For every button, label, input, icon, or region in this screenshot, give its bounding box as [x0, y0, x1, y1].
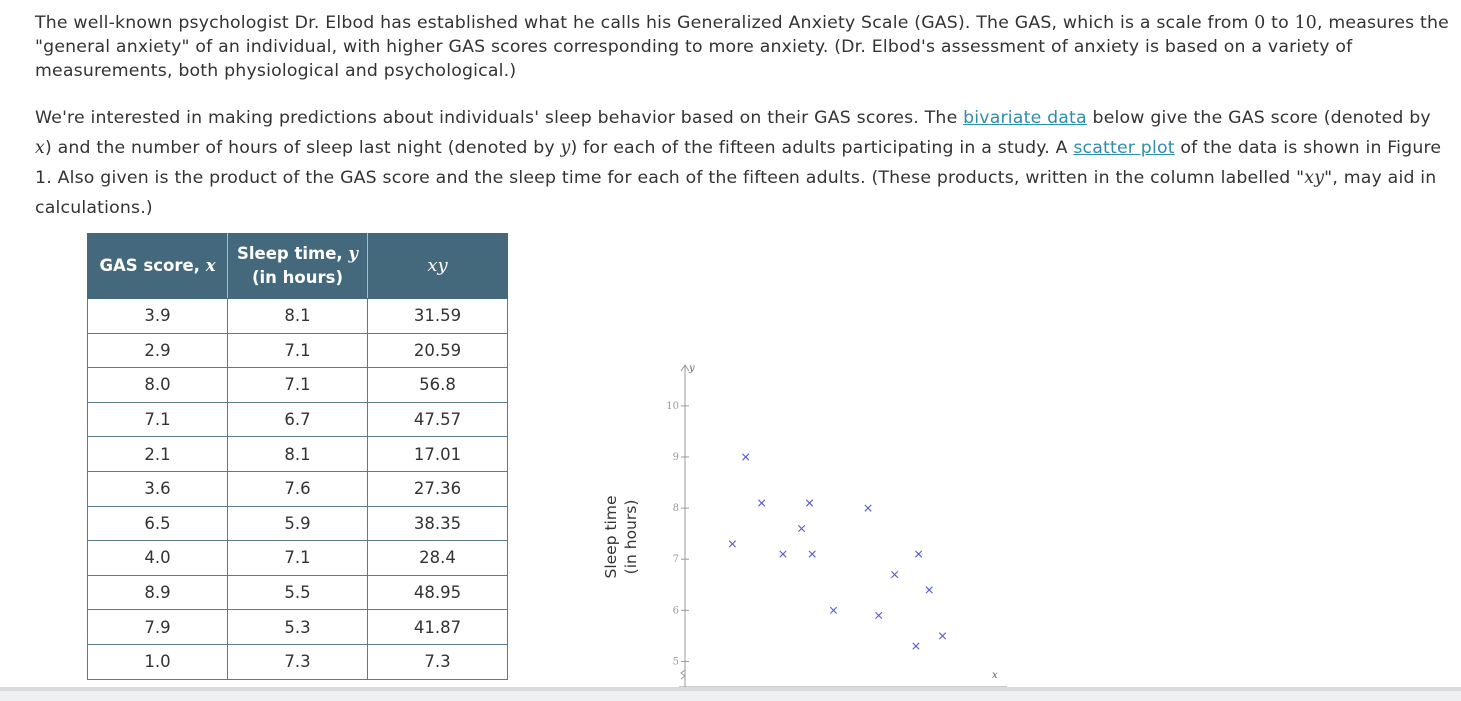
y-tick-label: 8 [673, 503, 679, 514]
cell-sleep-time: 6.7 [227, 401, 368, 438]
scale-min: 0 [1254, 13, 1266, 33]
header-sleep-time: Sleep time, y (in hours) [227, 233, 368, 299]
cell-xy: 27.36 [367, 470, 508, 507]
cell-gas-score: 7.1 [87, 401, 228, 438]
axes: y x 5 6 7 8 9 10 [666, 363, 1008, 691]
y-axis-arrow [680, 364, 690, 372]
scatter-plot: Sleep time (in hours) y x 5 6 7 8 9 10 [602, 363, 1008, 691]
para2-text-6: ", may aid in calculations.) [35, 168, 1437, 218]
cell-gas-score: 8.0 [87, 367, 228, 403]
cell-xy: 56.8 [367, 367, 508, 403]
x-axis-var: x [992, 670, 998, 681]
table-row: 7.1 6.7 47.57 [87, 401, 508, 438]
cell-xy: 41.87 [367, 609, 508, 645]
scale-max: 10 [1294, 13, 1317, 33]
cell-xy: 7.3 [367, 643, 508, 680]
para2-text-2: below give the GAS score (denoted by [1086, 108, 1431, 128]
data-point-marker [912, 642, 920, 650]
cell-sleep-time: 7.1 [227, 332, 368, 369]
cell-gas-score: 6.5 [87, 505, 228, 542]
horizontal-scrollbar[interactable] [0, 687, 1461, 701]
cell-gas-score: 3.9 [87, 298, 228, 334]
cell-gas-score: 2.9 [87, 332, 228, 369]
cell-gas-score: 8.9 [87, 574, 228, 611]
y-tick-label: 9 [673, 452, 679, 463]
data-point-marker [915, 550, 923, 558]
table-row: 4.0 7.1 28.4 [87, 540, 508, 576]
data-point-marker [805, 499, 814, 507]
data-point-marker [797, 524, 806, 533]
para2-text-1: We're interested in making predictions a… [35, 108, 964, 128]
cell-sleep-time: 7.6 [227, 470, 368, 507]
cell-sleep-time: 5.5 [227, 574, 368, 611]
cell-gas-score: 4.0 [87, 540, 228, 576]
cell-gas-score: 7.9 [87, 609, 228, 645]
cell-gas-score: 1.0 [87, 643, 228, 680]
y-axis-var: y [688, 363, 695, 374]
y-tick-label: 5 [673, 656, 679, 667]
table-header-row: GAS score, x Sleep time, y (in hours) xy [87, 233, 508, 299]
intro-text-3: , measures the "general anxiety" of an i… [35, 13, 1450, 81]
cell-xy: 20.59 [367, 332, 508, 369]
header-gas-score: GAS score, x [87, 233, 228, 299]
header-xy: xy [367, 233, 508, 299]
y-tick-label: 7 [673, 554, 679, 565]
data-table: GAS score, x Sleep time, y (in hours) xy … [87, 233, 508, 680]
data-point-marker [891, 570, 899, 579]
svg-text:(in hours): (in hours) [622, 500, 640, 575]
cell-gas-score: 2.1 [87, 436, 228, 472]
y-tick-label: 10 [666, 401, 679, 412]
cell-xy: 28.4 [367, 540, 508, 576]
data-description-paragraph: We're interested in making predictions a… [35, 103, 1450, 223]
table-row: 2.1 8.1 17.01 [87, 436, 508, 472]
data-points [728, 453, 947, 650]
cell-sleep-time: 5.3 [227, 609, 368, 645]
cell-sleep-time: 7.3 [227, 643, 368, 680]
cell-xy: 38.35 [367, 505, 508, 542]
y-axis-label: Sleep time (in hours) [602, 495, 640, 578]
intro-text-2: to [1265, 13, 1295, 33]
cell-sleep-time: 7.1 [227, 367, 368, 403]
table-row: 1.0 7.3 7.3 [87, 643, 508, 680]
axis-break-mark [680, 669, 686, 680]
intro-paragraph: The well-known psychologist Dr. Elbod ha… [35, 11, 1450, 83]
para2-text-3: ) and the number of hours of sleep last … [44, 138, 561, 158]
data-point-marker [808, 550, 816, 558]
data-point-marker [864, 504, 872, 512]
cell-sleep-time: 7.1 [227, 540, 368, 576]
table-row: 8.0 7.1 56.8 [87, 367, 508, 403]
cell-sleep-time: 8.1 [227, 436, 368, 472]
cell-xy: 17.01 [367, 436, 508, 472]
cell-gas-score: 3.6 [87, 470, 228, 507]
table-row: 3.9 8.1 31.59 [87, 298, 508, 334]
data-point-marker [779, 550, 787, 558]
table-row: 8.9 5.5 48.95 [87, 574, 508, 611]
table-row: 7.9 5.3 41.87 [87, 609, 508, 645]
table-row: 3.6 7.6 27.36 [87, 470, 508, 507]
var-xy: xy [1304, 168, 1325, 188]
para2-text-5: of the data is shown in Figure 1. Also g… [35, 138, 1442, 188]
data-point-marker [938, 632, 947, 640]
svg-text:Sleep time: Sleep time [602, 495, 620, 578]
intro-text-1: The well-known psychologist Dr. Elbod ha… [35, 13, 1255, 33]
data-point-marker [925, 586, 933, 594]
y-tick-label: 6 [673, 605, 679, 616]
table-row: 2.9 7.1 20.59 [87, 332, 508, 369]
cell-sleep-time: 8.1 [227, 298, 368, 334]
data-point-marker [875, 611, 883, 620]
data-point-marker [728, 540, 736, 548]
cell-sleep-time: 5.9 [227, 505, 368, 542]
bivariate-data-link[interactable]: bivariate data [963, 108, 1087, 128]
table-row: 6.5 5.9 38.35 [87, 505, 508, 542]
data-point-marker [758, 499, 766, 507]
scatter-plot-link[interactable]: scatter plot [1073, 138, 1175, 158]
cell-xy: 48.95 [367, 574, 508, 611]
cell-xy: 47.57 [367, 401, 508, 438]
var-y: y [560, 138, 571, 158]
var-x: x [35, 138, 45, 158]
para2-text-4: ) for each of the fifteen adults partici… [570, 138, 1074, 158]
data-point-marker [742, 453, 750, 461]
cell-xy: 31.59 [367, 298, 508, 334]
data-point-marker [829, 606, 838, 614]
